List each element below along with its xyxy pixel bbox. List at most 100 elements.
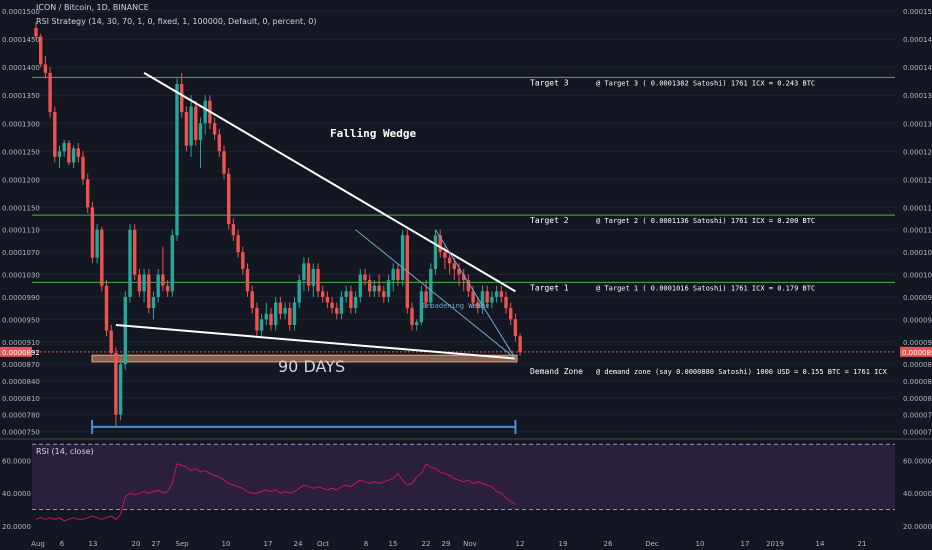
candle-body: [372, 285, 377, 292]
price-tick-left: 0.0000870: [2, 361, 40, 369]
candle-body: [147, 274, 151, 309]
price-tick-left: 0.0001030: [2, 272, 40, 280]
candle-body: [292, 302, 297, 325]
price-tick-left: 0.0001400: [2, 64, 40, 72]
candle-body: [203, 100, 207, 124]
candle-body: [443, 252, 447, 258]
candle-body: [377, 285, 381, 292]
candle-body: [165, 285, 170, 292]
price-tick-left: 0.0001350: [2, 92, 40, 100]
candle-body: [71, 148, 76, 163]
time-tick: Dec: [645, 540, 659, 548]
candle-body: [161, 274, 165, 286]
time-tick: 14: [816, 540, 825, 548]
candle-body: [316, 268, 320, 292]
time-tick: 26: [604, 540, 613, 548]
candle-body: [452, 263, 456, 269]
time-tick: 20: [132, 540, 141, 548]
candle-body: [396, 268, 400, 281]
candle-body: [109, 330, 113, 353]
price-tag-left-text: 0.0000892: [2, 349, 40, 357]
candle-body: [471, 291, 475, 303]
candle-body: [259, 319, 264, 331]
price-tag-right: [900, 346, 932, 357]
price-tick-right: 0.0000840: [903, 378, 932, 386]
candle-body: [419, 291, 424, 323]
candle-body: [288, 308, 292, 325]
rsi-axis: 60.0000 60.0000 40.0000 40.0000 20.0000 20.00…: [2, 458, 932, 531]
candle-body: [245, 268, 250, 292]
price-tick-left: 0.0001250: [2, 148, 40, 156]
price-tick-right: 0.0001300: [903, 120, 932, 128]
candle-body: [53, 112, 57, 157]
rsi-tick-right: 60.0000: [903, 458, 932, 466]
candle-body: [133, 229, 137, 275]
price-tick-left: 0.0001500: [2, 8, 40, 16]
price-tick-right: 0.0000990: [903, 294, 932, 302]
target-label: Target 3: [530, 78, 569, 87]
candle-body: [499, 291, 503, 297]
time-tick: Nov: [463, 540, 477, 548]
rsi-tick-left: 20.0000: [2, 523, 31, 531]
symbol-title: ICON / Bitcoin, 1D, BINANCE: [36, 3, 149, 12]
target-lines: Target 3 @ Target 3 ( 0.0001382 Satoshi) …: [32, 76, 895, 292]
candle-body: [400, 235, 405, 281]
price-tick-right: 0.0000910: [903, 339, 932, 347]
candle-body: [325, 296, 330, 303]
time-tick: 22: [422, 540, 431, 548]
candle-body: [212, 123, 217, 135]
candle-body: [217, 134, 221, 152]
time-tick: Sep: [175, 540, 189, 548]
candle-body: [330, 302, 334, 309]
candle-body: [250, 291, 254, 309]
price-tick-left: 0.0000950: [2, 316, 40, 324]
candle-body: [344, 291, 348, 297]
price-tick-left: 0.0000990: [2, 294, 40, 302]
price-tick-left: 0.0000910: [2, 339, 40, 347]
candle-body: [231, 224, 236, 236]
price-axis: 0.0001500 0.0001500 0.0001450 0.0001450 0.00…: [2, 8, 932, 436]
candle-body: [184, 112, 189, 146]
candle-body: [391, 268, 395, 281]
candle-body: [504, 296, 508, 309]
target-note: @ Target 3 ( 0.0001382 Satoshi) 1761 ICX…: [596, 79, 815, 87]
candle-body: [198, 123, 203, 141]
candle-body: [283, 308, 287, 314]
candle-body: [222, 151, 226, 174]
candle-body: [175, 84, 179, 236]
price-tick-left: 0.0001200: [2, 176, 40, 184]
price-tick-right: 0.0001150: [903, 204, 932, 212]
candle-body: [457, 268, 461, 275]
candle-body: [513, 319, 518, 337]
candle-body: [485, 291, 489, 303]
rsi-tick-left: 60.0000: [2, 458, 31, 466]
candle-body: [349, 291, 353, 309]
candle-body: [311, 268, 315, 286]
broadening-wedge-label: Broadening Wedge: [422, 302, 489, 310]
time-tick: 6: [60, 540, 65, 548]
candle-body: [410, 308, 414, 325]
candle-body: [34, 28, 38, 37]
candle-body: [462, 274, 466, 281]
candle-body: [39, 36, 43, 65]
candle-body: [476, 302, 480, 309]
price-tick-right: 0.0000780: [903, 412, 932, 420]
time-tick: 17: [264, 540, 273, 548]
demand-zone-rect: [91, 354, 518, 363]
target-label: Target 2: [530, 216, 569, 225]
candle-body: [382, 291, 386, 297]
falling-wedge-lower-line: [115, 323, 516, 360]
price-tick-right: 0.0000870: [903, 361, 932, 369]
time-tick: 15: [389, 540, 398, 548]
candles[interactable]: [34, 22, 522, 426]
rsi-tick-left: 40.0000: [2, 490, 31, 498]
candle-body: [48, 72, 52, 113]
candle-body: [274, 302, 278, 325]
candle-body: [490, 296, 494, 303]
price-tick-right: 0.0001350: [903, 92, 932, 100]
price-tick-right: 0.0001110: [903, 227, 932, 235]
demand-zone-label: Demand Zone: [530, 367, 583, 376]
strategy-legend: RSI Strategy (14, 30, 70, 1, 0, fixed, 1…: [36, 17, 317, 26]
price-tick-left: 0.0001070: [2, 249, 40, 257]
